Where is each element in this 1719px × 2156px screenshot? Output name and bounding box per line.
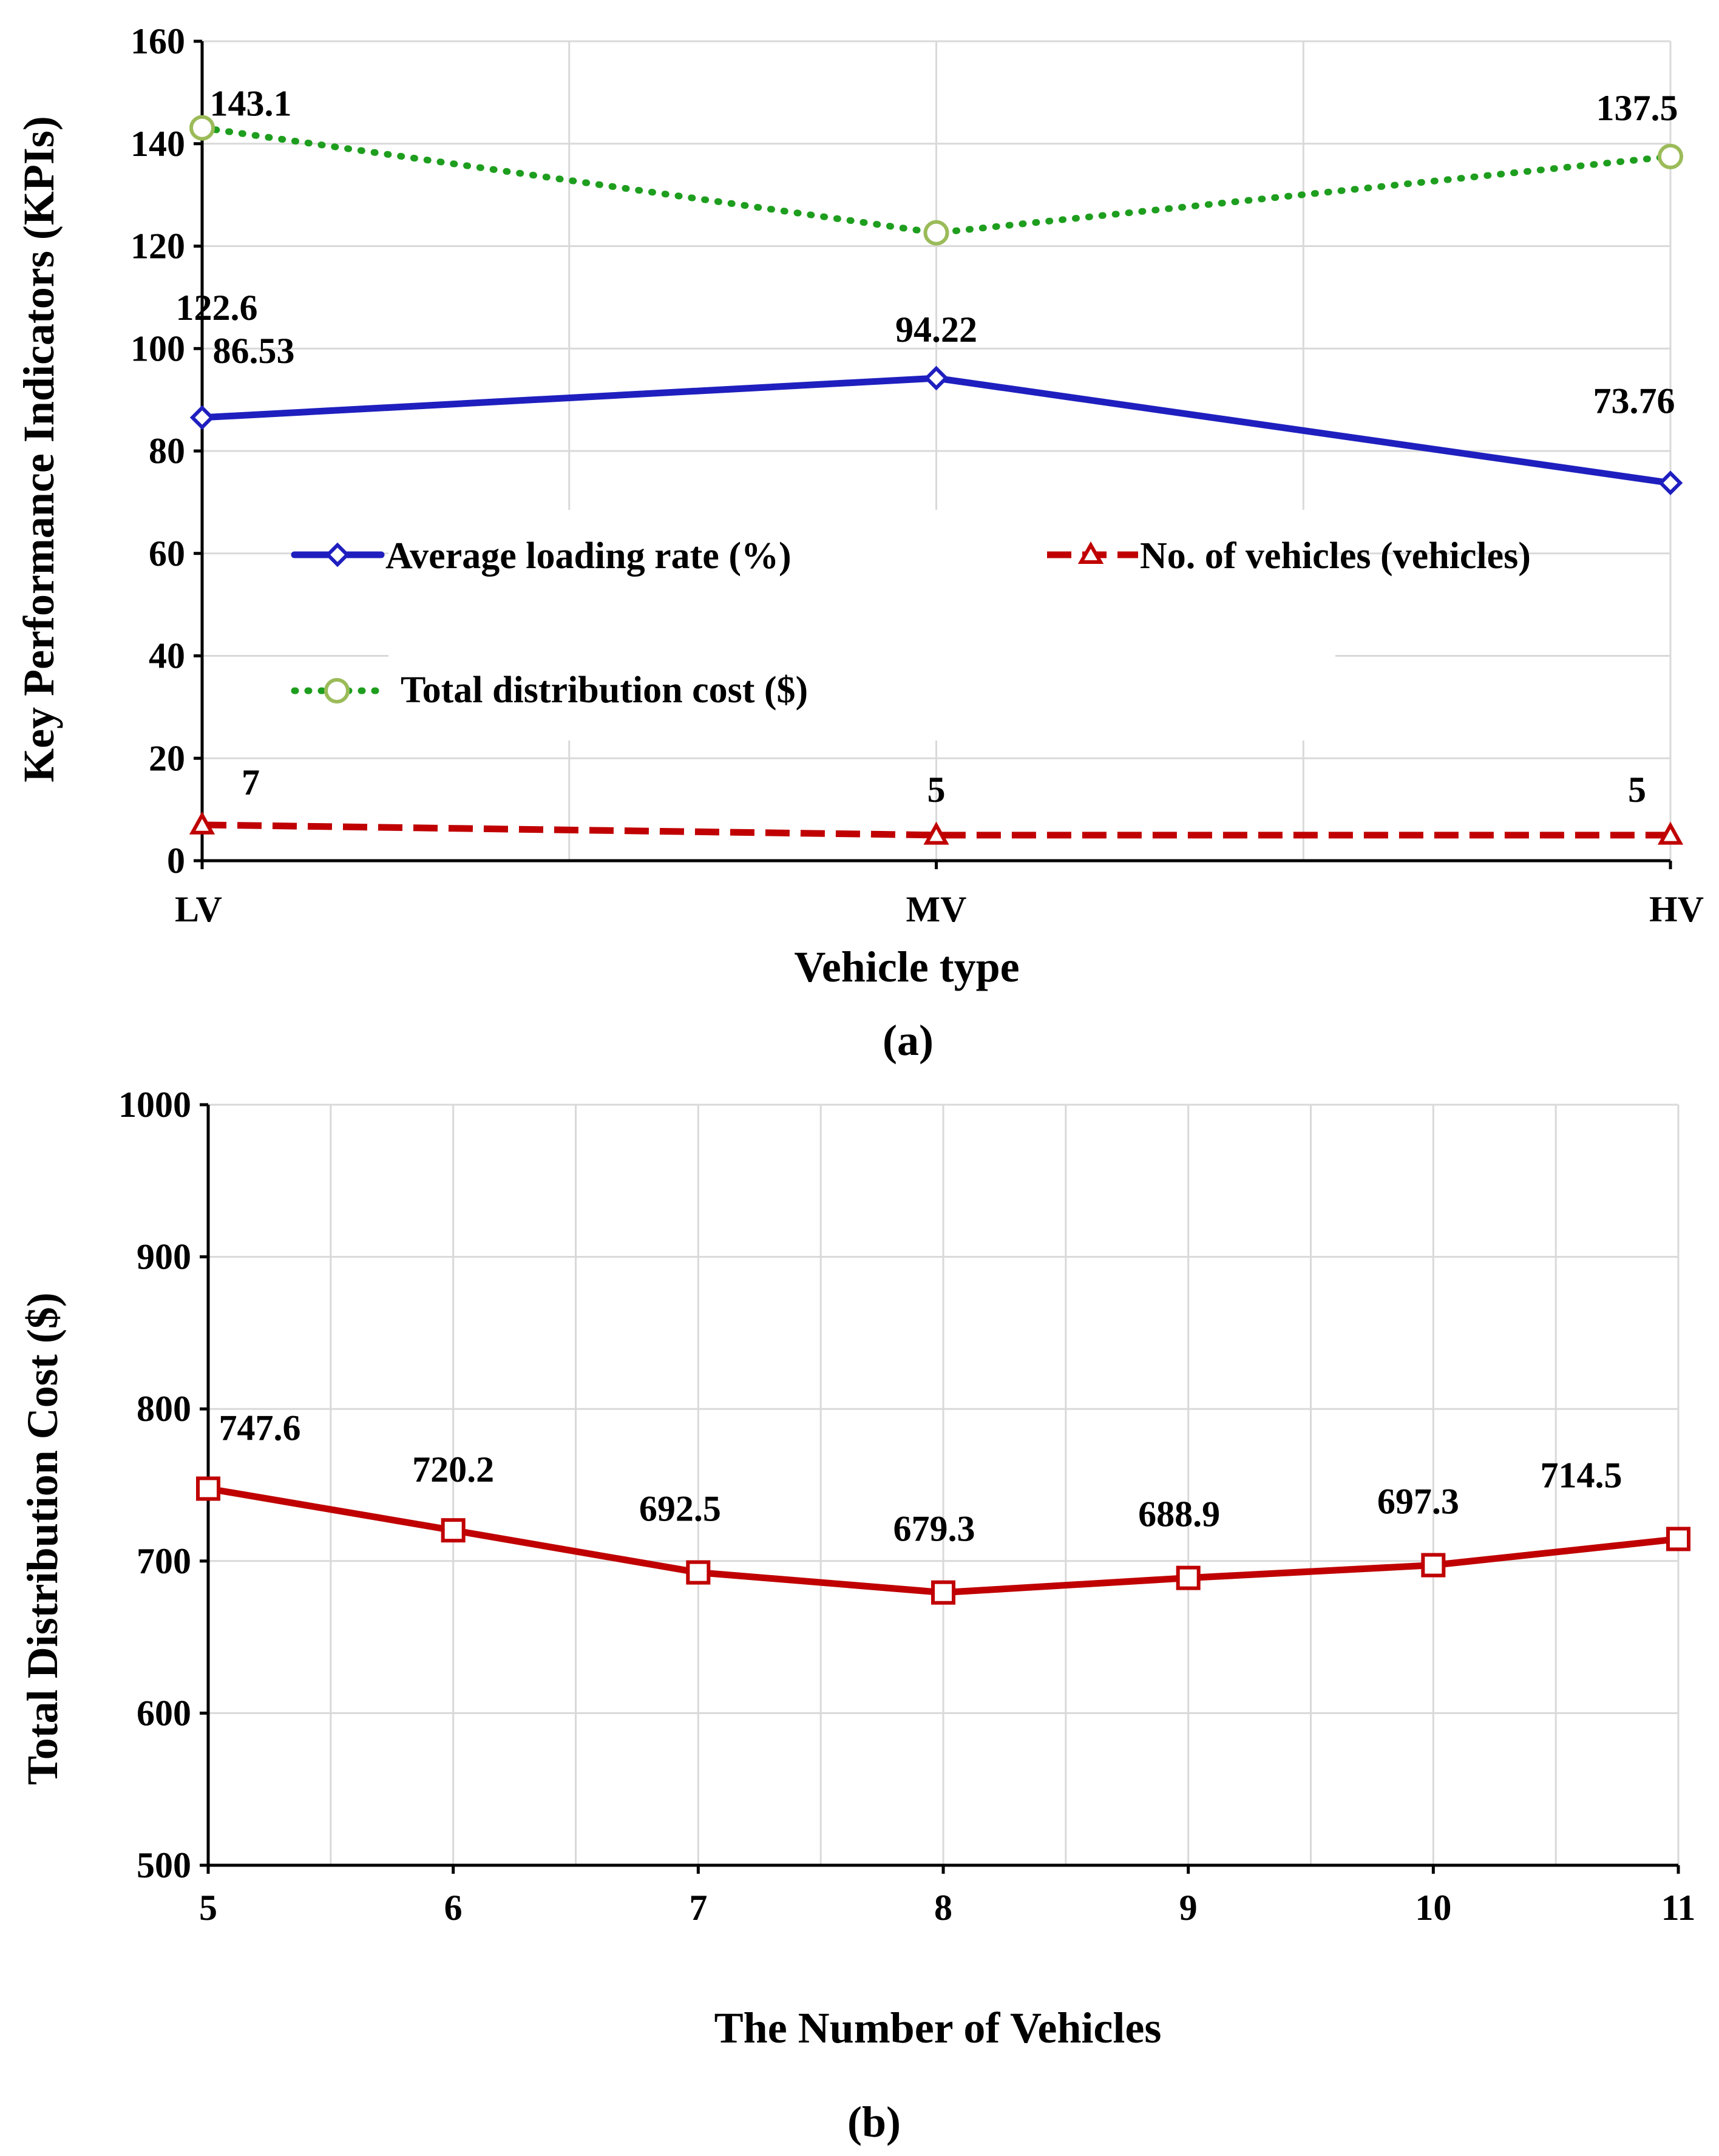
a-data-label-no-of-vehicles-vehicles-mv: 5 <box>927 770 946 810</box>
b-data-label-7: 692.5 <box>639 1489 721 1529</box>
b-x-tick-label-6: 6 <box>444 1888 463 1928</box>
panel-a-y-axis-title: Key Performance Indicators (KPIs) <box>15 116 63 782</box>
panel-b-y-axis-title: Total Distribution Cost ($) <box>18 1292 67 1785</box>
a-data-label-average-loading-rate-hv: 73.76 <box>1593 381 1675 421</box>
panel-b-label: (b) <box>847 2098 901 2146</box>
a-data-label-no-of-vehicles-vehicles-lv: 7 <box>242 762 260 802</box>
b-data-label-6: 720.2 <box>412 1449 494 1490</box>
panel-a-legend: Average loading rate (%) No. of vehicles… <box>291 510 1531 741</box>
panel-b-cost-chart: 500 600 700 800 900 1000 5 6 7 8 9 10 11 747.6 720.2 6… <box>18 1085 1695 2146</box>
a-x-tick-label-mv: MV <box>906 889 967 929</box>
a-point-total-distribution-cost-mv <box>923 220 949 246</box>
panel-b-tick-labels: 500 600 700 800 900 1000 5 6 7 8 9 10 11 <box>118 1085 1695 1928</box>
a-point-no-of-vehicles-vehicles-hv <box>1657 821 1684 845</box>
b-point-9 <box>1176 1565 1201 1590</box>
a-x-tick-label-hv: HV <box>1649 889 1704 929</box>
a-y-tick-label-80: 80 <box>149 431 185 471</box>
a-point-average-loading-rate-mv <box>924 365 949 391</box>
b-y-tick-label-500: 500 <box>137 1845 191 1885</box>
panel-a-series <box>189 115 1684 845</box>
legend-entry-vehicles: No. of vehicles (vehicles) <box>1047 535 1531 577</box>
a-data-label-no-of-vehicles-vehicles-hv: 5 <box>1628 770 1646 810</box>
panel-a-label: (a) <box>883 1016 934 1065</box>
legend-entry-distribution-cost: Total distribution cost ($) <box>291 670 808 711</box>
a-point-average-loading-rate-hv <box>1658 470 1683 495</box>
a-y-tick-label-120: 120 <box>131 226 185 266</box>
a-point-no-of-vehicles-vehicles-lv <box>189 811 215 835</box>
a-x-tick-label-lv: LV <box>175 889 222 929</box>
legend-swatch-vehicles-marker <box>1077 541 1104 564</box>
panel-b-gridlines <box>208 1103 1680 1865</box>
a-y-tick-label-20: 20 <box>149 738 185 778</box>
b-x-tick-label-7: 7 <box>689 1888 707 1928</box>
legend-label-distribution-cost: Total distribution cost ($) <box>401 670 808 711</box>
b-data-label-10: 697.3 <box>1377 1482 1459 1522</box>
b-x-tick-label-10: 10 <box>1415 1888 1451 1928</box>
b-point-7 <box>686 1560 711 1585</box>
b-point-6 <box>441 1518 466 1543</box>
panel-b-x-axis-title: The Number of Vehicles <box>714 2004 1162 2052</box>
panel-b-series <box>196 1476 1690 1605</box>
a-point-no-of-vehicles-vehicles-mv <box>923 821 949 845</box>
a-data-label-total-distribution-cost-hv: 137.5 <box>1596 88 1678 128</box>
a-point-average-loading-rate-lv <box>189 405 215 430</box>
a-y-tick-label-140: 140 <box>131 124 185 164</box>
panel-a-tick-labels: 0 20 40 60 80 100 120 140 160 LV MV HV <box>131 21 1704 929</box>
b-y-tick-label-900: 900 <box>137 1237 191 1277</box>
b-y-tick-label-700: 700 <box>137 1541 191 1581</box>
a-y-tick-label-60: 60 <box>149 534 185 574</box>
b-point-10 <box>1421 1553 1446 1578</box>
b-point-5 <box>196 1476 220 1501</box>
a-data-label-total-distribution-cost-mv: 122.6 <box>176 288 258 328</box>
legend-label-vehicles: No. of vehicles (vehicles) <box>1140 535 1531 577</box>
a-y-tick-label-0: 0 <box>167 841 185 881</box>
panel-a-x-axis-title: Vehicle type <box>794 943 1019 991</box>
b-y-tick-label-600: 600 <box>137 1693 191 1733</box>
a-point-total-distribution-cost-lv <box>189 115 215 141</box>
b-point-8 <box>931 1580 955 1605</box>
b-y-tick-label-1000: 1000 <box>118 1085 191 1125</box>
a-data-label-average-loading-rate-mv: 94.22 <box>895 310 977 350</box>
a-y-tick-label-160: 160 <box>131 21 185 61</box>
legend-label-loading-rate: Average loading rate (%) <box>385 535 792 577</box>
legend-swatch-distribution-cost-marker <box>324 678 350 703</box>
b-data-label-8: 679.3 <box>893 1509 975 1549</box>
b-x-tick-label-5: 5 <box>199 1888 217 1928</box>
b-x-tick-label-11: 11 <box>1661 1888 1696 1928</box>
panel-a-kpi-chart: 0 20 40 60 80 100 120 140 160 LV MV HV 86.53 94.22 73… <box>15 21 1704 1065</box>
b-x-tick-label-9: 9 <box>1179 1888 1198 1928</box>
b-point-11 <box>1666 1527 1690 1551</box>
b-data-label-11: 714.5 <box>1541 1455 1622 1495</box>
a-data-label-total-distribution-cost-lv: 143.1 <box>210 84 292 124</box>
a-point-total-distribution-cost-hv <box>1658 143 1683 169</box>
a-y-tick-label-100: 100 <box>131 328 185 368</box>
panel-a-axes <box>194 39 1672 869</box>
b-y-tick-label-800: 800 <box>137 1389 191 1429</box>
legend-entry-loading-rate: Average loading rate (%) <box>291 535 792 577</box>
b-data-label-9: 688.9 <box>1138 1494 1220 1534</box>
a-y-tick-label-40: 40 <box>149 636 185 676</box>
legend-background <box>388 510 1335 741</box>
panel-a-data-labels: 86.53 94.22 73.76 7 5 5 143.1 122.6 137.5 <box>176 84 1678 810</box>
a-data-label-average-loading-rate-lv: 86.53 <box>213 331 295 371</box>
b-data-label-5: 747.6 <box>219 1408 301 1448</box>
panel-b-data-labels: 747.6 720.2 692.5 679.3 688.9 697.3 714.5 <box>219 1408 1622 1549</box>
b-x-tick-label-8: 8 <box>934 1888 952 1928</box>
legend-swatch-loading-rate-marker <box>325 542 350 568</box>
